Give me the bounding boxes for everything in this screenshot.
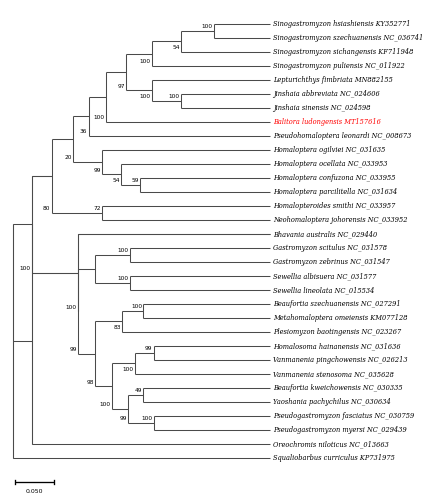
Text: Gastromyzon zebrinus NC_031547: Gastromyzon zebrinus NC_031547 — [272, 258, 389, 266]
Text: 49: 49 — [134, 388, 142, 394]
Text: 0.050: 0.050 — [25, 489, 43, 494]
Text: Sinogastromyzon sichangensis KF711948: Sinogastromyzon sichangensis KF711948 — [272, 48, 412, 56]
Text: Sewellia lineolata NC_015534: Sewellia lineolata NC_015534 — [272, 286, 373, 294]
Text: Sinogastromyzon puliensis NC_011922: Sinogastromyzon puliensis NC_011922 — [272, 62, 404, 70]
Text: Homaloptera ocellata NC_033953: Homaloptera ocellata NC_033953 — [272, 160, 387, 168]
Text: 100: 100 — [122, 368, 133, 372]
Text: 72: 72 — [93, 206, 101, 211]
Text: 100: 100 — [93, 115, 104, 120]
Text: Balitora ludongensis MT157616: Balitora ludongensis MT157616 — [272, 118, 380, 126]
Text: 100: 100 — [117, 276, 128, 281]
Text: Sinogastromyzon szechuanensis NC_036741: Sinogastromyzon szechuanensis NC_036741 — [272, 34, 422, 42]
Text: Gastromyzon scitulus NC_031578: Gastromyzon scitulus NC_031578 — [272, 244, 386, 252]
Text: Pseudohomaloptera leonardi NC_008673: Pseudohomaloptera leonardi NC_008673 — [272, 132, 410, 140]
Text: 100: 100 — [139, 94, 150, 99]
Text: 100: 100 — [131, 304, 142, 309]
Text: Oreochromis niloticus NC_013663: Oreochromis niloticus NC_013663 — [272, 440, 388, 448]
Text: Pseudogastromyzon fasciatus NC_030759: Pseudogastromyzon fasciatus NC_030759 — [272, 412, 413, 420]
Text: 36: 36 — [80, 129, 87, 134]
Text: Homaloptera parcilitella NC_031634: Homaloptera parcilitella NC_031634 — [272, 188, 396, 196]
Text: 54: 54 — [172, 45, 179, 50]
Text: 99: 99 — [93, 168, 101, 172]
Text: Vanmanenia pingchowensis NC_026213: Vanmanenia pingchowensis NC_026213 — [272, 356, 407, 364]
Text: Squaliobarbus curriculus KP731975: Squaliobarbus curriculus KP731975 — [272, 454, 394, 462]
Text: 97: 97 — [117, 84, 125, 88]
Text: Plesiomyzon baotingensis NC_023267: Plesiomyzon baotingensis NC_023267 — [272, 328, 400, 336]
Text: 59: 59 — [131, 178, 138, 183]
Text: Yaoshania pachychilus NC_030634: Yaoshania pachychilus NC_030634 — [272, 398, 390, 406]
Text: 100: 100 — [201, 24, 212, 29]
Text: Metahomaloptera omeiensis KM077128: Metahomaloptera omeiensis KM077128 — [272, 314, 406, 322]
Text: 99: 99 — [69, 347, 77, 352]
Text: 100: 100 — [20, 266, 30, 271]
Text: Homaloptera confuzona NC_033955: Homaloptera confuzona NC_033955 — [272, 174, 395, 182]
Text: Beaufortia szechuanensis NC_027291: Beaufortia szechuanensis NC_027291 — [272, 300, 400, 308]
Text: 100: 100 — [117, 248, 128, 253]
Text: Bhavania australis NC_029440: Bhavania australis NC_029440 — [272, 230, 376, 238]
Text: 100: 100 — [139, 59, 150, 64]
Text: 100: 100 — [99, 402, 110, 407]
Text: Jinshaia abbreviata NC_024606: Jinshaia abbreviata NC_024606 — [272, 90, 379, 98]
Text: 100: 100 — [168, 94, 179, 99]
Text: Neohomaloptera johorensis NC_033952: Neohomaloptera johorensis NC_033952 — [272, 216, 406, 224]
Text: 100: 100 — [66, 304, 77, 310]
Text: Homaloptera ogilviei NC_031635: Homaloptera ogilviei NC_031635 — [272, 146, 385, 154]
Text: Sinogastromyzon hsiashiensis KY352771: Sinogastromyzon hsiashiensis KY352771 — [272, 20, 409, 28]
Text: 99: 99 — [145, 346, 152, 352]
Text: Homalopteroides smithi NC_033957: Homalopteroides smithi NC_033957 — [272, 202, 395, 210]
Text: Jinshaia sinensis NC_024598: Jinshaia sinensis NC_024598 — [272, 104, 369, 112]
Text: 80: 80 — [43, 206, 50, 211]
Text: 98: 98 — [86, 380, 94, 384]
Text: 20: 20 — [64, 156, 72, 160]
Text: Homalosoma hainanensis NC_031636: Homalosoma hainanensis NC_031636 — [272, 342, 400, 350]
Text: Beaufortia kweichowensis NC_030335: Beaufortia kweichowensis NC_030335 — [272, 384, 401, 392]
Text: Pseudogastromyzon myersi NC_029439: Pseudogastromyzon myersi NC_029439 — [272, 426, 406, 434]
Text: 54: 54 — [112, 178, 119, 183]
Text: 99: 99 — [119, 416, 126, 422]
Text: Vanmanenia stenosoma NC_035628: Vanmanenia stenosoma NC_035628 — [272, 370, 393, 378]
Text: 100: 100 — [141, 416, 152, 422]
Text: 83: 83 — [113, 326, 121, 330]
Text: Sewellia albisuera NC_031577: Sewellia albisuera NC_031577 — [272, 272, 375, 280]
Text: Lepturichthys fimbriata MN882155: Lepturichthys fimbriata MN882155 — [272, 76, 392, 84]
